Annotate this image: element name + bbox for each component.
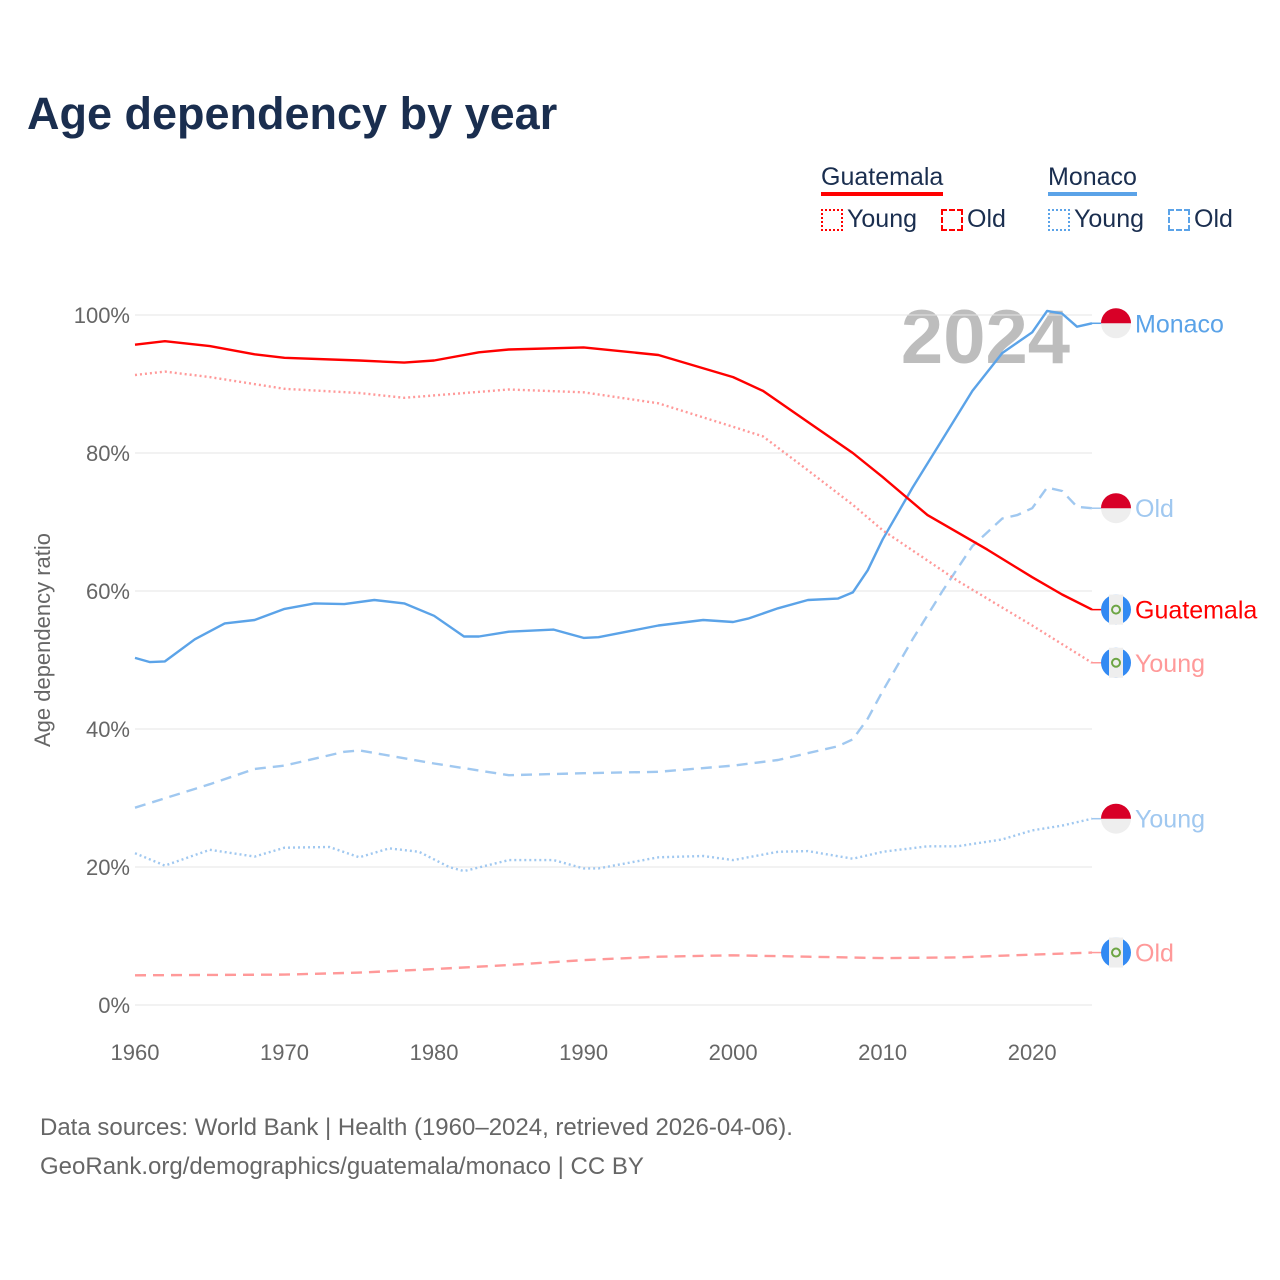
x-tick-label: 1970 [260, 1040, 309, 1065]
dashed-swatch-icon [941, 208, 963, 231]
series-line-monaco-old [134, 486, 1093, 809]
dotted-swatch-icon [821, 208, 843, 231]
legend-guatemala-old: Old [941, 205, 1006, 234]
y-axis-label: Age dependency ratio [30, 533, 55, 747]
legend-guatemala: Guatemala [821, 162, 944, 196]
footer: Data sources: World Bank | Health (1960–… [40, 1108, 793, 1186]
y-tick-label: 60% [86, 579, 130, 604]
series-line-guatemala [134, 340, 1093, 611]
x-tick-label: 2010 [858, 1040, 907, 1065]
legend-country-guatemala: Guatemala [821, 163, 944, 196]
y-tick-label: 80% [86, 441, 130, 466]
monaco-flag-icon [1092, 493, 1131, 524]
guatemala-flag-icon [1092, 594, 1131, 625]
legend-label: Old [1194, 205, 1233, 233]
x-tick-label: 1980 [410, 1040, 459, 1065]
y-tick-label: 20% [86, 855, 130, 880]
dashed-swatch-icon [1168, 208, 1190, 231]
legend-monaco-young: Young [1048, 205, 1144, 234]
end-label: Guatemala [1135, 597, 1257, 625]
end-label: Young [1135, 650, 1205, 678]
y-tick-label: 100% [74, 303, 130, 328]
end-label: Old [1135, 495, 1174, 523]
x-tick-label: 2000 [709, 1040, 758, 1065]
data-source-note: Data sources: World Bank | Health (1960–… [40, 1114, 793, 1141]
series-line-guatemala-old [134, 951, 1093, 977]
x-tick-label: 1960 [111, 1040, 160, 1065]
monaco-flag-icon [1092, 308, 1131, 339]
legend-country-monaco: Monaco [1048, 163, 1137, 196]
end-label: Young [1135, 806, 1205, 834]
source-url: GeoRank.org/demographics/guatemala/monac… [40, 1153, 644, 1180]
year-watermark: 2024 [901, 295, 1070, 380]
x-tick-label: 2020 [1008, 1040, 1057, 1065]
chart-title: Age dependency by year [27, 88, 558, 139]
legend-label: Old [967, 205, 1006, 233]
legend-monaco-old: Old [1168, 205, 1233, 234]
monaco-flag-icon [1092, 803, 1131, 834]
legend-label: Young [1074, 205, 1144, 233]
y-tick-label: 0% [98, 993, 130, 1018]
guatemala-flag-icon [1092, 937, 1131, 968]
dotted-swatch-icon [1048, 208, 1070, 231]
x-tick-label: 1990 [559, 1040, 608, 1065]
legend-label: Young [847, 205, 917, 233]
y-tick-label: 40% [86, 717, 130, 742]
series-line-monaco-young [134, 817, 1093, 873]
end-label: Monaco [1135, 310, 1224, 338]
end-label: Old [1135, 940, 1174, 968]
legend-guatemala-young: Young [821, 205, 917, 234]
series-line-monaco [134, 309, 1093, 664]
series-line-guatemala-young [134, 370, 1093, 664]
guatemala-flag-icon [1092, 647, 1131, 678]
legend-monaco: Monaco [1048, 162, 1137, 196]
